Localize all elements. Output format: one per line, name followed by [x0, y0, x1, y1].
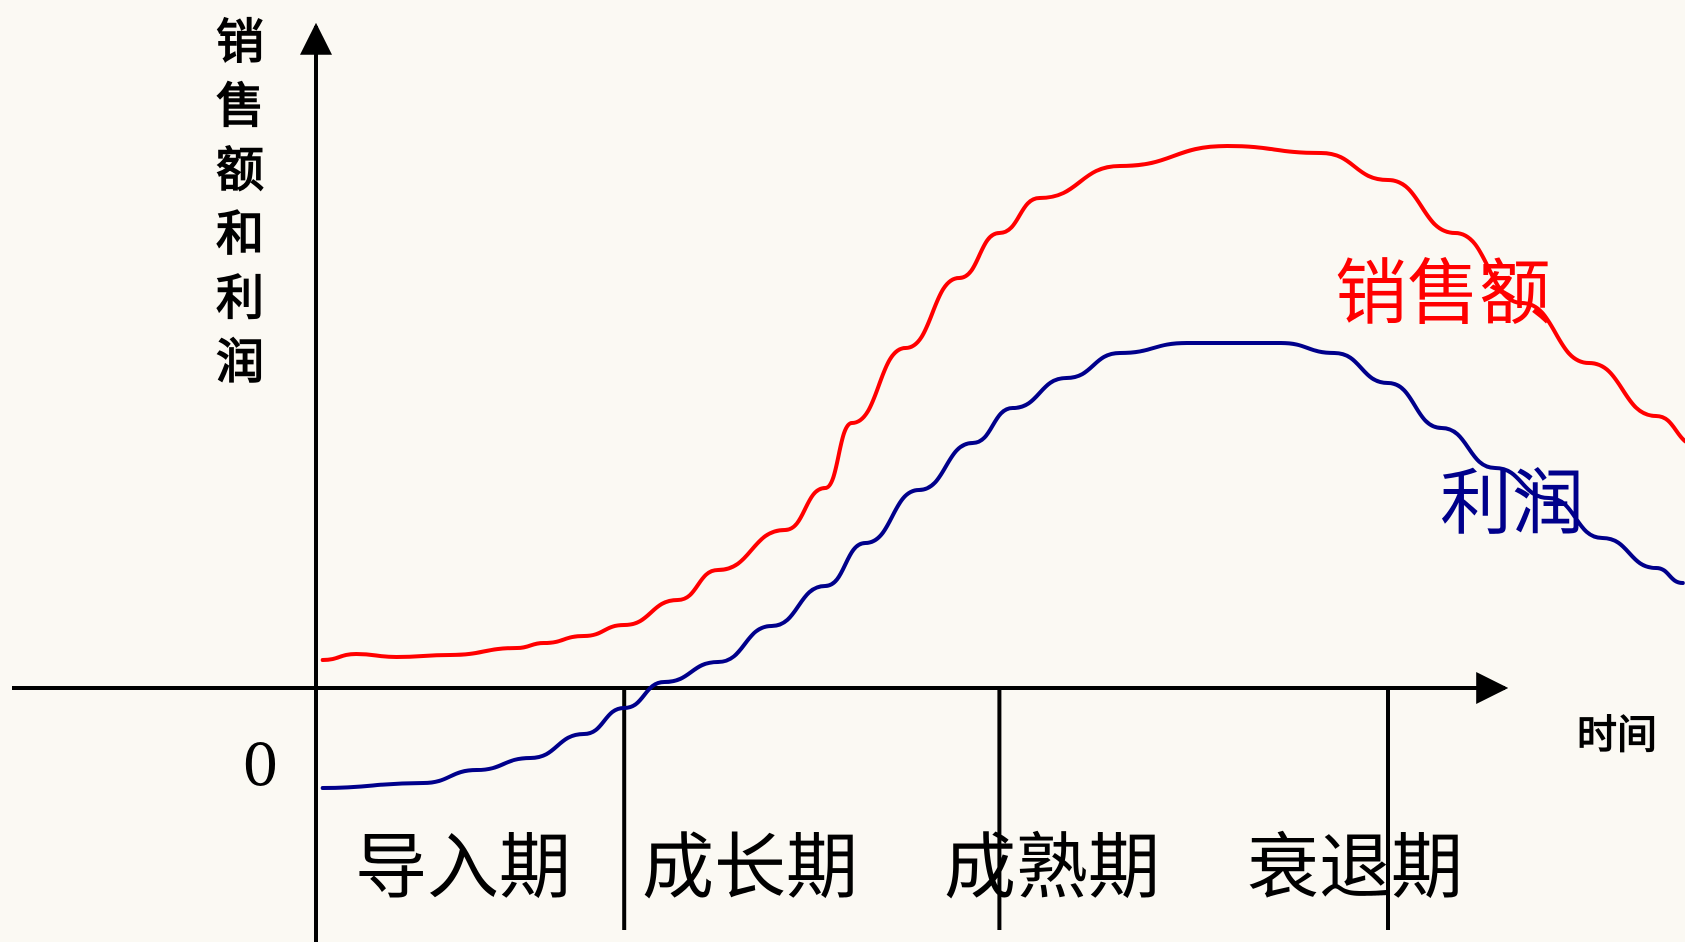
sales-series-line — [320, 144, 1685, 662]
sales-series-label: 销售额 — [1335, 251, 1551, 335]
stage-label-introduction: 导入期 — [355, 825, 571, 909]
profit-series-label: 利润 — [1440, 461, 1584, 545]
stage-label-maturity: 成熟期 — [944, 825, 1160, 909]
y-axis-label-char: 利 — [216, 270, 264, 326]
origin-label: 0 — [242, 731, 279, 799]
y-axis-label-char: 和 — [216, 206, 264, 262]
y-axis-label-char: 销 — [216, 14, 264, 70]
stage-label-decline: 衰退期 — [1247, 825, 1463, 909]
stage-label-growth: 成长期 — [642, 825, 858, 909]
y-axis-label-char: 售 — [216, 78, 264, 134]
x-axis-label: 时间 — [1577, 712, 1657, 758]
y-axis-label-char: 额 — [216, 142, 264, 198]
y-axis-label-char: 润 — [216, 334, 264, 390]
profit-series-line — [320, 340, 1685, 790]
stage-dividers — [622, 688, 1390, 930]
